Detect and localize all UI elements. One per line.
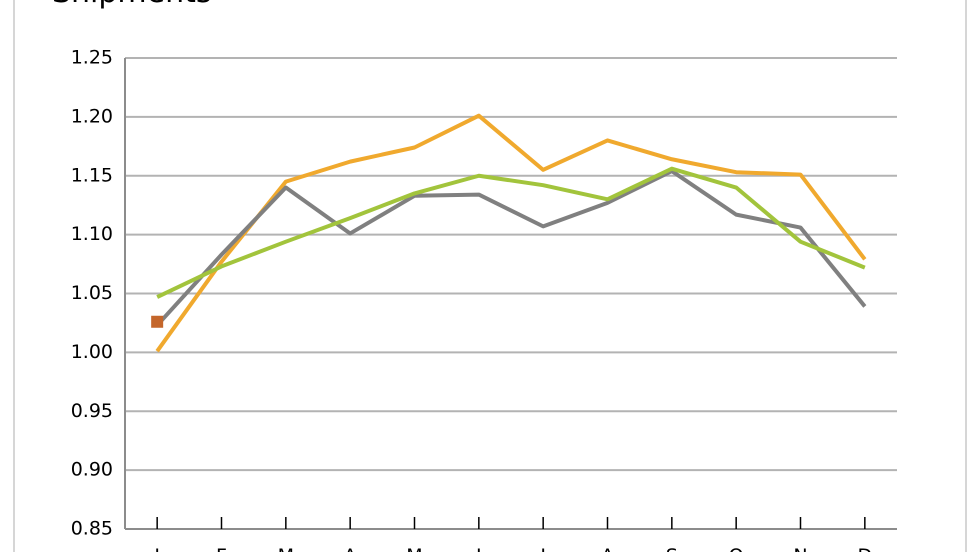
y-tick-label: 0.90 [71,459,113,481]
series-line [155,169,867,327]
x-tick-label: J [153,545,160,552]
x-tick-label: J [539,545,546,552]
x-tick-label: M [278,545,294,552]
y-tick-label: 1.25 [71,47,113,69]
x-tick-label: J [475,545,482,552]
x-tick-label: D [858,545,873,552]
y-tick-label: 0.95 [71,400,113,422]
x-tick-label: A [344,545,357,552]
x-tick-label: F [216,545,227,552]
series-line [156,166,866,299]
x-tick-label: A [601,545,614,552]
y-tick-label: 1.15 [71,164,113,186]
marker [151,315,164,328]
y-tick-label: 1.00 [71,341,113,363]
y-tick-label: 1.20 [71,105,113,127]
y-tick-label: 0.85 [71,518,113,540]
x-tick-label: N [793,545,807,552]
y-tick-label: 1.10 [71,223,113,245]
x-tick-label: M [406,545,422,552]
x-tick-label: S [666,545,678,552]
y-tick-label: 1.05 [71,282,113,304]
x-tick-label: O [729,545,744,552]
series-line [155,113,867,353]
chart-title: Shipments [52,0,212,10]
